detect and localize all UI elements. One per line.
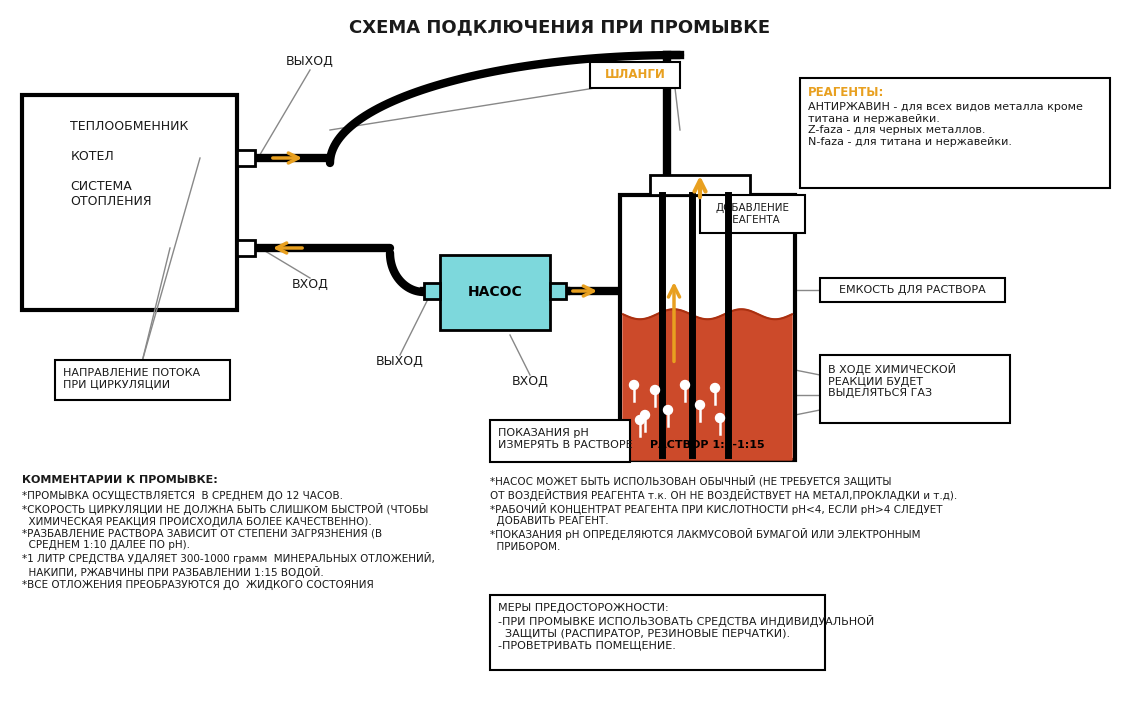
Text: ВХОД: ВХОД [292,278,328,291]
Circle shape [640,410,649,420]
Bar [820,355,1010,423]
Circle shape [664,405,673,415]
Bar [550,283,566,299]
Text: ВЫХОД: ВЫХОД [376,355,424,368]
Text: МЕРЫ ПРЕДОСТОРОЖНОСТИ:
-ПРИ ПРОМЫВКЕ ИСПОЛЬЗОВАТЬ СРЕДСТВА ИНДИВИДУАЛЬНОЙ
  ЗАЩИ: МЕРЫ ПРЕДОСТОРОЖНОСТИ: -ПРИ ПРОМЫВКЕ ИСП… [498,603,875,650]
Text: РАСТВОР 1:1-1:15: РАСТВОР 1:1-1:15 [650,440,765,450]
Circle shape [650,385,659,395]
Text: АНТИРЖАВИН - для всех видов металла кроме
титана и нержавейки.
Z-faza - для черн: АНТИРЖАВИН - для всех видов металла кром… [808,102,1083,147]
Text: СХЕМА ПОДКЛЮЧЕНИЯ ПРИ ПРОМЫВКЕ: СХЕМА ПОДКЛЮЧЕНИЯ ПРИ ПРОМЫВКЕ [349,18,771,36]
Text: ТЕПЛООБМЕННИК

КОТЕЛ

СИСТЕМА
ОТОПЛЕНИЯ: ТЕПЛООБМЕННИК КОТЕЛ СИСТЕМА ОТОПЛЕНИЯ [70,120,188,208]
Bar [55,360,230,400]
Bar [424,283,440,299]
Text: ЕМКОСТЬ ДЛЯ РАСТВОРА: ЕМКОСТЬ ДЛЯ РАСТВОРА [840,285,986,295]
Text: ВЫХОД: ВЫХОД [286,55,334,68]
Circle shape [630,380,639,390]
Bar [700,195,805,233]
Text: НАПРАВЛЕНИЕ ПОТОКА
ПРИ ЦИРКУЛЯЦИИ: НАПРАВЛЕНИЕ ПОТОКА ПРИ ЦИРКУЛЯЦИИ [63,368,201,390]
Text: РЕАГЕНТЫ:: РЕАГЕНТЫ: [808,86,885,99]
Text: *НАСОС МОЖЕТ БЫТЬ ИСПОЛЬЗОВАН ОБЫЧНЫЙ (НЕ ТРЕБУЕТСЯ ЗАЩИТЫ
ОТ ВОЗДЕЙСТВИЯ РЕАГЕН: *НАСОС МОЖЕТ БЫТЬ ИСПОЛЬЗОВАН ОБЫЧНЫЙ (Н… [490,475,957,552]
Bar [591,62,680,88]
Text: НАСОС: НАСОС [468,286,523,300]
Polygon shape [623,310,792,460]
Bar [820,278,1005,302]
Bar [620,195,795,460]
Circle shape [636,415,645,425]
Bar [237,150,255,166]
Bar [23,95,237,310]
Bar [237,240,255,256]
Text: ВХОД: ВХОД [512,375,549,388]
Circle shape [710,384,719,392]
Circle shape [695,400,704,410]
Bar [650,175,749,195]
Bar [800,78,1110,188]
Text: ШЛАНГИ: ШЛАНГИ [604,68,665,81]
Text: КОММЕНТАРИИ К ПРОМЫВКЕ:: КОММЕНТАРИИ К ПРОМЫВКЕ: [23,475,218,485]
Bar [440,255,550,330]
Circle shape [681,380,690,390]
Bar [490,595,825,670]
Text: ПОКАЗАНИЯ рН
ИЗМЕРЯТЬ В РАСТВОРЕ: ПОКАЗАНИЯ рН ИЗМЕРЯТЬ В РАСТВОРЕ [498,428,632,449]
Text: В ХОДЕ ХИМИЧЕСКОЙ
РЕАКЦИИ БУДЕТ
ВЫДЕЛЯТЬСЯ ГАЗ: В ХОДЕ ХИМИЧЕСКОЙ РЕАКЦИИ БУДЕТ ВЫДЕЛЯТЬ… [828,363,956,398]
Text: *ПРОМЫВКА ОСУЩЕСТВЛЯЕТСЯ  В СРЕДНЕМ ДО 12 ЧАСОВ.
*СКОРОСТЬ ЦИРКУЛЯЦИИ НЕ ДОЛЖНА : *ПРОМЫВКА ОСУЩЕСТВЛЯЕТСЯ В СРЕДНЕМ ДО 12… [23,491,435,590]
Circle shape [716,413,725,423]
Text: ДОБАВЛЕНИЕ
РЕАГЕНТА: ДОБАВЛЕНИЕ РЕАГЕНТА [716,203,790,225]
Bar [490,420,630,462]
